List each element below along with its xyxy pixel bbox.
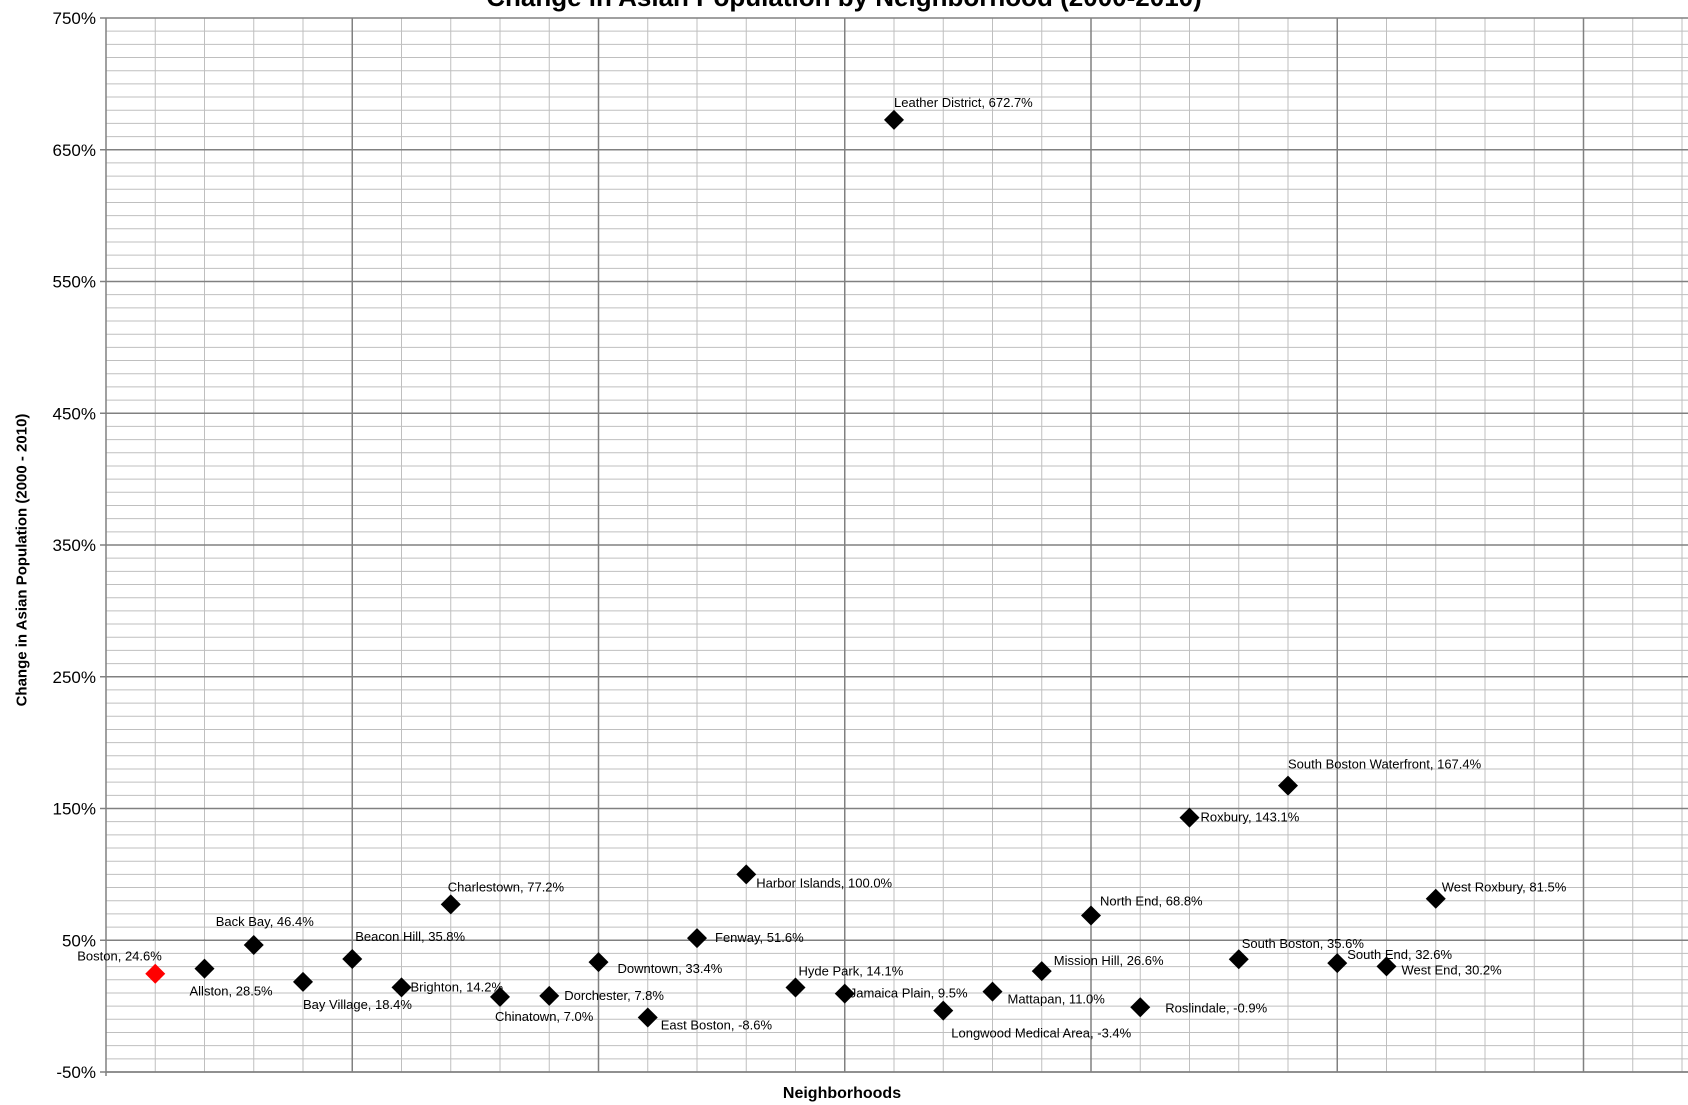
data-point — [1031, 961, 1052, 982]
data-label: Harbor Islands, 100.0% — [756, 875, 892, 890]
data-label: Back Bay, 46.4% — [216, 914, 314, 929]
data-point — [785, 977, 806, 998]
data-label: Roxbury, 143.1% — [1201, 810, 1300, 825]
data-point — [1130, 997, 1151, 1018]
y-tick-label: 750% — [53, 9, 96, 28]
data-label: North End, 68.8% — [1100, 893, 1203, 908]
data-point — [243, 934, 264, 955]
y-tick-label: 450% — [53, 404, 96, 423]
data-point — [1081, 905, 1101, 926]
y-tick-label: 150% — [53, 800, 96, 819]
y-tick-label: 50% — [62, 931, 96, 950]
data-point — [834, 983, 855, 1004]
data-point — [194, 958, 215, 979]
data-label: Brighton, 14.2% — [411, 979, 504, 994]
data-label: West Roxbury, 81.5% — [1442, 880, 1567, 895]
data-label: West End, 30.2% — [1402, 962, 1503, 977]
x-axis-label: Neighborhoods — [782, 1085, 902, 1102]
data-label: South Boston Waterfront, 167.4% — [1288, 757, 1482, 772]
y-tick-label: -50% — [56, 1063, 96, 1082]
data-point — [687, 928, 707, 949]
data-label: Bay Village, 18.4% — [303, 997, 412, 1012]
data-point — [539, 985, 560, 1006]
chart-title: Change in Asian Population by Neighborho… — [0, 0, 1688, 13]
y-tick-label: 550% — [53, 273, 96, 292]
data-point — [736, 864, 757, 885]
data-point — [637, 1007, 658, 1028]
data-label: Charlestown, 77.2% — [448, 879, 565, 894]
data-point — [391, 977, 412, 998]
data-label: Boston, 24.6% — [77, 949, 162, 964]
data-point — [1425, 888, 1446, 909]
data-point — [933, 1000, 954, 1021]
data-point — [588, 952, 609, 973]
data-label: East Boston, -8.6% — [661, 1017, 773, 1032]
data-point — [440, 894, 461, 915]
data-point — [884, 109, 904, 130]
data-label: Roslindale, -0.9% — [1165, 1000, 1267, 1015]
data-point — [342, 948, 363, 969]
data-label: Jamaica Plain, 9.5% — [850, 986, 968, 1001]
data-label: Fenway, 51.6% — [715, 930, 804, 945]
data-label: South End, 32.6% — [1347, 947, 1452, 962]
data-label: Leather District, 672.7% — [894, 95, 1033, 110]
data-label: Allston, 28.5% — [190, 984, 274, 999]
data-label: Longwood Medical Area, -3.4% — [951, 1026, 1131, 1041]
data-label: Hyde Park, 14.1% — [799, 964, 904, 979]
data-point — [1228, 949, 1249, 970]
y-tick-label: 250% — [53, 668, 96, 687]
data-label: Chinatown, 7.0% — [495, 1009, 594, 1024]
data-label: Mattapan, 11.0% — [1008, 992, 1106, 1007]
data-point — [1327, 953, 1348, 974]
data-label: Downtown, 33.4% — [618, 961, 723, 976]
y-tick-label: 650% — [53, 141, 96, 160]
y-tick-label: 350% — [53, 536, 96, 555]
data-point — [145, 963, 166, 984]
data-point — [1376, 956, 1397, 977]
data-point — [1179, 807, 1200, 828]
data-point — [490, 986, 510, 1007]
data-point — [982, 981, 1003, 1002]
data-label: Beacon Hill, 35.8% — [355, 929, 465, 944]
data-point — [1278, 775, 1298, 796]
data-label: Mission Hill, 26.6% — [1054, 953, 1164, 968]
data-label: Dorchester, 7.8% — [564, 988, 664, 1003]
data-point — [293, 971, 313, 992]
data-label: South Boston, 35.6% — [1242, 936, 1365, 951]
